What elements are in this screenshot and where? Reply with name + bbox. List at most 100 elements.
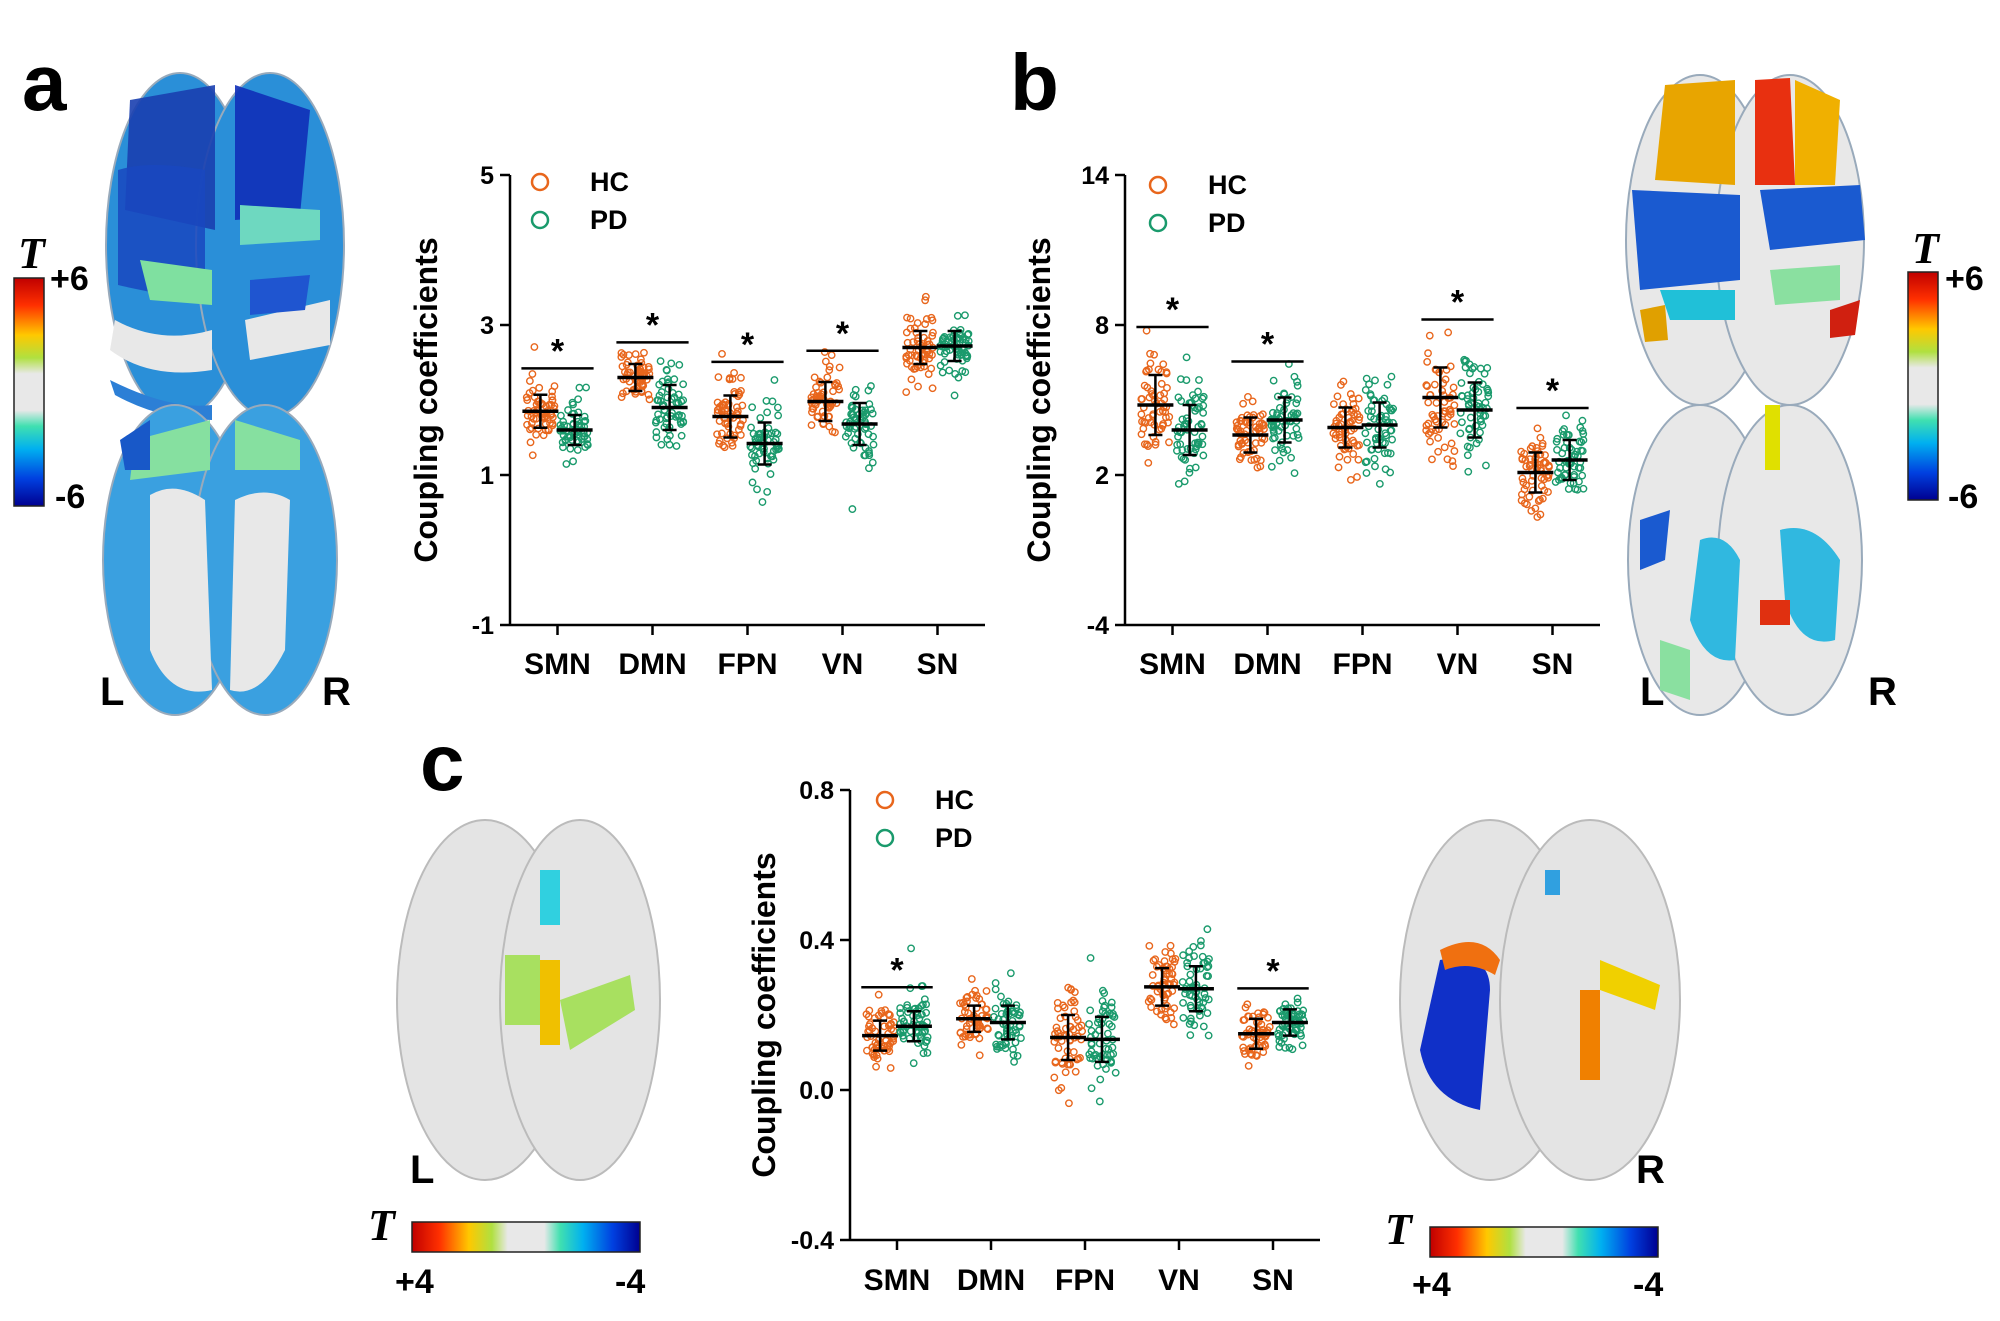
data-point [644,390,653,399]
data-point [1198,952,1207,961]
data-point [1387,406,1396,415]
legend-label-pd: PD [935,823,973,853]
data-point [566,431,574,440]
data-point [920,995,929,1004]
data-point [631,350,640,359]
data-point [1428,455,1436,464]
data-point [1194,387,1202,396]
data-point [1202,972,1211,980]
data-point [617,353,626,361]
data-point [1183,958,1192,967]
data-point [1554,468,1562,477]
data-point [1383,449,1392,457]
data-point [1552,437,1561,446]
legend-marker-pd [875,828,895,848]
data-point [1158,421,1167,430]
legend-label-hc: HC [1208,170,1247,200]
data-point [982,1005,990,1014]
data-point [848,410,857,419]
data-point [751,452,759,461]
data-point [907,375,916,384]
data-point [737,373,745,382]
data-point [1155,407,1164,416]
data-point [566,444,575,453]
data-point [920,1028,929,1036]
data-point [1188,391,1197,400]
data-point [807,421,816,430]
data-point [725,374,734,383]
data-point [1261,1042,1270,1051]
y-tick-label: 0.0 [799,1077,834,1105]
data-point [1331,434,1340,443]
data-point [936,361,945,370]
data-point [747,444,756,452]
data-point [938,368,947,377]
data-point [864,1012,873,1021]
data-point [1576,423,1585,432]
data-point [1292,424,1301,433]
data-point [962,1030,970,1039]
colorbar-c-left-gradient [411,1221,641,1253]
data-point [825,362,834,371]
data-point [728,441,737,450]
data-point [1171,955,1180,963]
data-point [1553,445,1561,454]
data-point [652,428,661,436]
data-point [1343,455,1352,464]
colorbar-b-symbol: T [1912,224,1941,273]
data-point [1103,1029,1112,1038]
data-point [655,391,664,400]
data-point [1553,434,1562,443]
data-point [1573,447,1581,456]
data-point [1470,363,1479,371]
data-point [921,320,930,329]
data-point [1168,955,1177,964]
y-axis-label: Coupling coefficients [746,852,782,1177]
data-point [847,439,856,448]
data-point [535,383,544,392]
data-point [1290,469,1299,478]
data-point [1253,463,1262,472]
colorbar-c-left-symbol: T [368,1201,397,1250]
data-point [823,373,832,382]
data-point [530,343,539,351]
data-point [1166,941,1175,950]
data-point [528,451,537,460]
data-point [1236,436,1245,445]
data-point [1575,477,1583,486]
data-point [1278,1011,1287,1020]
data-point [899,1028,907,1036]
data-point [645,395,654,404]
data-point [865,451,874,460]
data-point [1389,404,1398,413]
data-point [975,1051,984,1060]
dots-pd-fpn [1085,954,1120,1106]
data-point [548,396,557,405]
data-point [1346,417,1355,426]
data-point [1236,453,1245,461]
data-point [1432,399,1441,407]
data-point [651,418,660,427]
data-point [1382,412,1390,421]
data-point [922,1008,931,1017]
data-point [748,478,757,487]
data-point [1156,391,1165,400]
legend-marker-hc [875,790,895,810]
data-point [1383,380,1392,389]
data-point [1137,410,1146,419]
data-point [860,451,869,460]
data-point [1484,392,1493,401]
data-point [670,375,679,384]
data-point [1424,349,1432,358]
data-point [1422,381,1431,390]
data-point [851,392,860,401]
data-point [820,348,829,356]
y-axis-label: Coupling coefficients [1021,237,1057,562]
data-point [1361,386,1370,394]
colorbar-b: T +6 -6 [1907,224,1984,516]
y-tick-label: -4 [1087,612,1109,640]
data-point [656,357,665,366]
data-point [654,410,662,419]
data-point [1478,421,1487,430]
data-point [1069,1048,1078,1056]
